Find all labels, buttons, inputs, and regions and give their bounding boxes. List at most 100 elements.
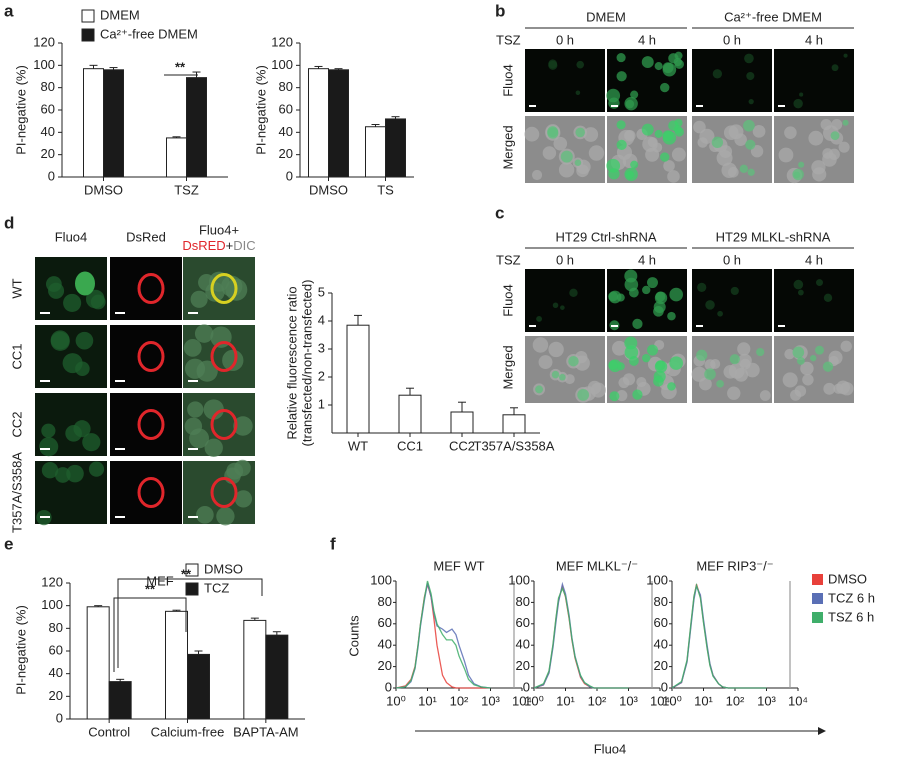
cell xyxy=(560,150,573,163)
y-tick-label: 20 xyxy=(279,146,293,161)
cell xyxy=(823,293,833,303)
y-tick-label: 80 xyxy=(378,594,392,609)
column-group-header: HT29 Ctrl-shRNA xyxy=(555,229,656,244)
y-tick-label: 100 xyxy=(646,572,668,587)
scale-bar xyxy=(40,448,50,450)
cell xyxy=(840,340,852,352)
cell xyxy=(836,380,850,395)
cell xyxy=(616,53,626,63)
transfected-cell xyxy=(210,341,238,372)
bar xyxy=(346,324,370,434)
histogram-line xyxy=(671,582,767,689)
cell xyxy=(717,310,723,317)
cell xyxy=(575,127,586,138)
x-tick-label: TSZ xyxy=(174,182,199,197)
cell xyxy=(784,348,795,360)
legend-label: DMSO xyxy=(828,571,867,586)
scale-bar xyxy=(611,325,618,327)
cell xyxy=(62,353,83,374)
fluorescence-image xyxy=(774,49,854,112)
scale-bar xyxy=(115,448,125,450)
scale-bar xyxy=(778,105,785,107)
cell xyxy=(823,382,836,395)
scale-bar xyxy=(40,312,50,314)
transfected-cell xyxy=(210,273,238,304)
cell xyxy=(625,170,635,180)
legend-swatch xyxy=(812,574,823,585)
cell xyxy=(234,490,253,508)
cell xyxy=(796,357,805,365)
column-header-part: DsRED xyxy=(182,238,225,253)
transfected-cell xyxy=(137,341,165,372)
scale-bar xyxy=(778,325,785,327)
cell xyxy=(575,90,581,96)
cell xyxy=(728,362,745,379)
cell xyxy=(721,162,737,178)
micrograph xyxy=(110,461,182,524)
cell xyxy=(576,60,585,69)
y-tick-label: 100 xyxy=(508,572,530,587)
cell xyxy=(558,162,575,178)
row-label: CC2 xyxy=(9,411,24,437)
legend-label: TCZ xyxy=(204,580,229,595)
cell xyxy=(50,331,70,351)
error-bar xyxy=(371,124,380,127)
error-bar xyxy=(354,314,362,326)
cell xyxy=(802,374,814,386)
annotation: ** xyxy=(145,581,156,596)
cell xyxy=(744,53,754,64)
legend-label: TCZ 6 h xyxy=(828,590,875,605)
cell xyxy=(41,423,56,438)
cell xyxy=(734,133,747,146)
cell xyxy=(816,279,823,287)
cell xyxy=(704,368,716,380)
scale-bar xyxy=(188,312,198,314)
cell xyxy=(184,358,206,379)
cell xyxy=(532,337,549,353)
cell xyxy=(628,356,639,366)
scale-bar xyxy=(115,380,125,382)
transfected-cell xyxy=(137,477,165,508)
cell xyxy=(66,464,84,483)
cell xyxy=(233,416,253,436)
cell xyxy=(538,355,553,370)
x-tick-label: 10³ xyxy=(481,693,500,708)
y-tick-label: 0 xyxy=(48,168,55,183)
cell xyxy=(624,336,638,350)
time-label: 4 h xyxy=(805,32,823,47)
y-axis-label: Relative fluorescence ratio xyxy=(284,286,299,439)
cell xyxy=(616,120,626,130)
cell xyxy=(647,344,658,356)
cell xyxy=(838,141,850,153)
cell xyxy=(608,360,619,370)
legend-title: MEF xyxy=(146,573,174,588)
significance-bracket xyxy=(113,597,187,672)
legend-swatch xyxy=(812,612,823,623)
cell xyxy=(65,425,82,442)
error-bar xyxy=(172,136,181,138)
y-tick-label: 100 xyxy=(370,572,392,587)
cell xyxy=(815,345,824,355)
y-tick-label: 4 xyxy=(318,312,325,327)
cell xyxy=(187,401,204,418)
y-tick-label: 80 xyxy=(654,594,668,609)
cell xyxy=(608,291,619,302)
y-tick-label: 20 xyxy=(49,688,63,703)
cell xyxy=(792,346,805,359)
cell xyxy=(204,438,223,457)
cell xyxy=(799,92,804,97)
cell xyxy=(587,380,602,395)
fluorescence-image xyxy=(774,269,854,332)
bar xyxy=(328,69,349,178)
error-bar xyxy=(172,609,181,612)
cell xyxy=(616,389,628,402)
x-tick-label: Calcium-free xyxy=(151,724,225,739)
legend-label: TSZ 6 h xyxy=(828,609,874,624)
panel-label: b xyxy=(495,1,505,20)
cell xyxy=(194,324,214,343)
cell xyxy=(793,279,804,290)
cell xyxy=(660,152,670,162)
column-group-header: DMEM xyxy=(586,9,626,24)
column-group-header: HT29 MLKL-shRNA xyxy=(716,229,831,244)
cell xyxy=(624,269,638,283)
